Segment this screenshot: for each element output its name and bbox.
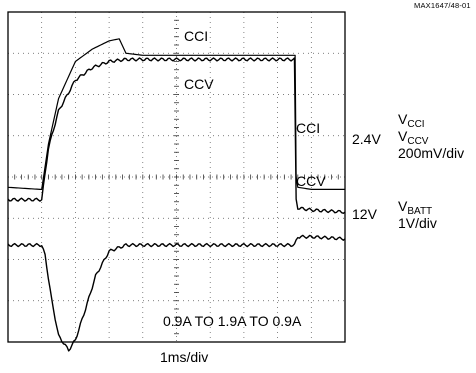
signal-v-cci: VCCI <box>398 111 425 130</box>
traces <box>7 38 346 352</box>
signal-v-batt: VBATT <box>398 198 433 217</box>
channel-1-scale-block: VCCI VCCV 200mV/div <box>398 111 464 162</box>
signal-v-ccv: VCCV <box>398 128 429 147</box>
graticule <box>8 12 345 342</box>
channel-1-level: 2.4V <box>352 131 381 147</box>
ccv-lower-label: CCV <box>296 173 326 189</box>
channel-2-scale: 1V/div <box>398 215 437 231</box>
cci-lower-label: CCI <box>296 120 320 136</box>
time-scale-label: 1ms/div <box>160 349 209 365</box>
current-step-annotation: 0.9A TO 1.9A TO 0.9A <box>163 313 302 329</box>
figure-id: MAX1647/48-01 <box>414 1 471 10</box>
plot-border <box>7 11 346 343</box>
trace-ccv <box>7 57 346 214</box>
trace-vbatt <box>7 234 346 352</box>
channel-1-scale: 200mV/div <box>398 145 465 161</box>
channel-2-scale-block: VBATT 1V/div <box>398 198 437 232</box>
ccv-upper-label: CCV <box>184 76 214 92</box>
cci-upper-label: CCI <box>184 28 208 44</box>
trace-cci <box>7 38 345 190</box>
channel-2-level: 12V <box>352 206 377 222</box>
